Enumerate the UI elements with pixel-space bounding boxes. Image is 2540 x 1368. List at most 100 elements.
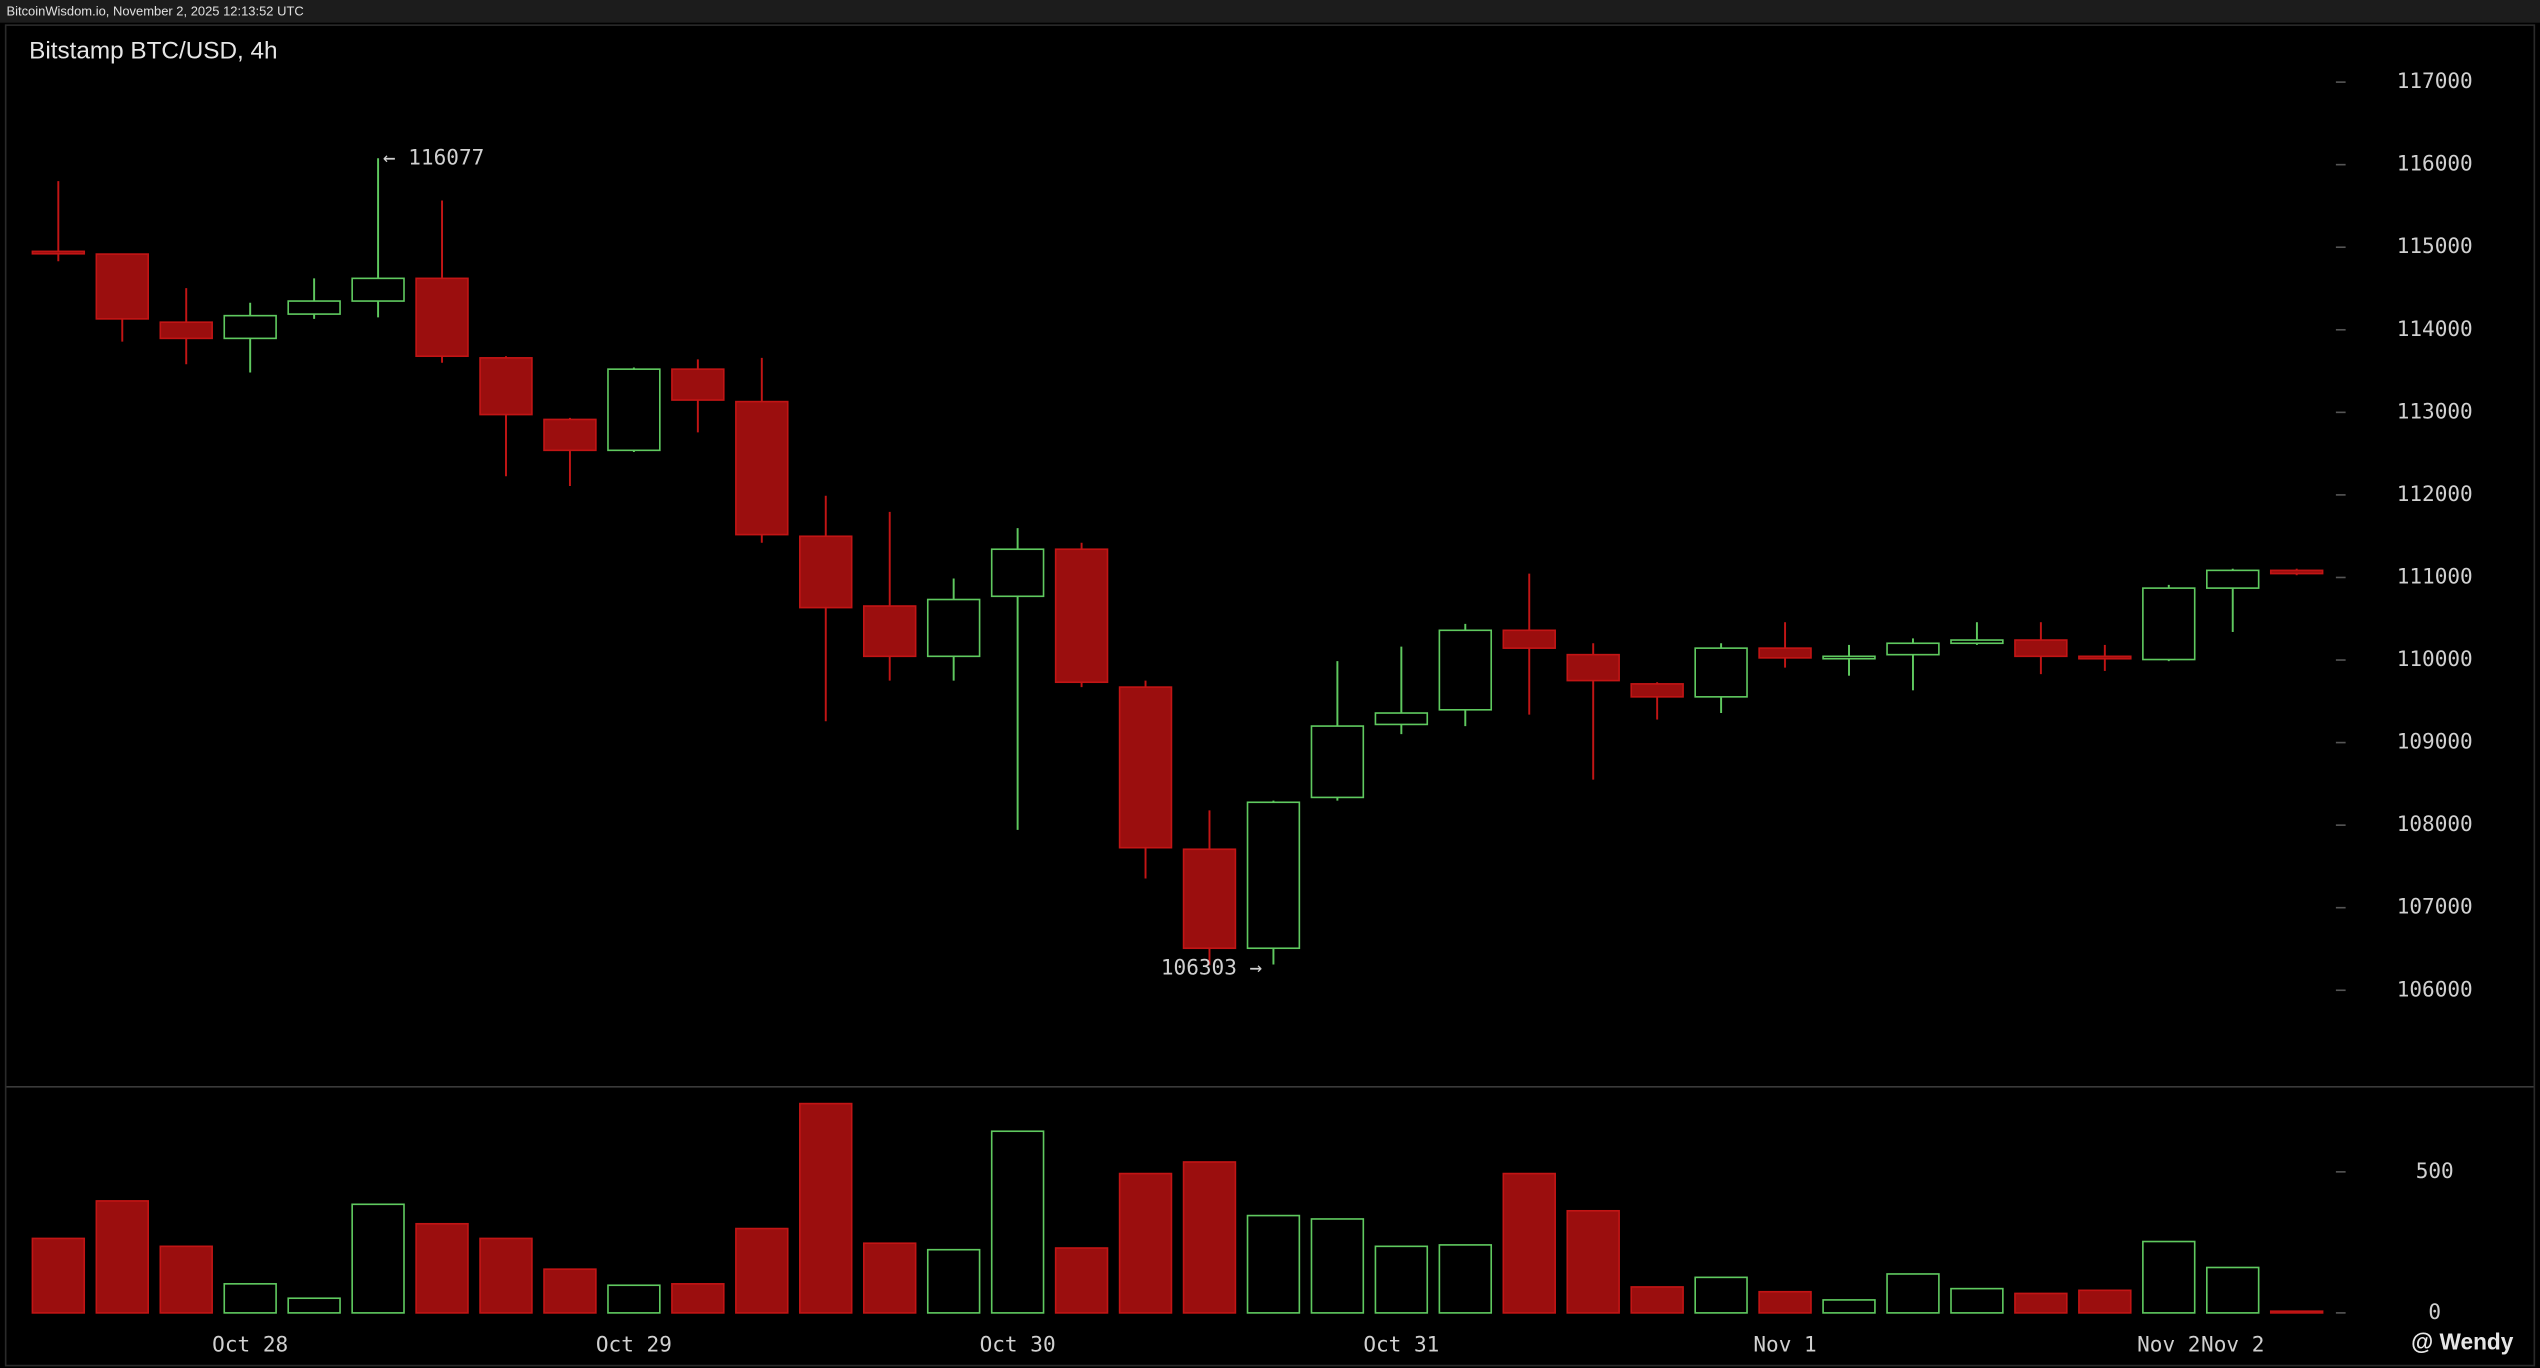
candle-body [543, 418, 597, 452]
candle-body [1630, 683, 1684, 698]
volume-bar [607, 1284, 661, 1314]
volume-bar [862, 1242, 917, 1314]
volume-bar [1182, 1161, 1237, 1314]
volume-bar [1758, 1290, 1812, 1314]
x-tick-label: Oct 29 [596, 1331, 672, 1356]
watermark: @ Wendy [2411, 1329, 2514, 1355]
volume-bar [1566, 1209, 1620, 1314]
x-tick-label: Oct 28 [212, 1331, 288, 1356]
candle-body [1246, 801, 1301, 950]
candle-body [1566, 653, 1620, 682]
y-tick-label: 112000 [2397, 481, 2473, 506]
candle-body [2269, 569, 2324, 575]
volume-bar [1886, 1273, 1940, 1314]
candle-body [990, 548, 1045, 598]
candle-body [2142, 587, 2196, 661]
y-tick-label: 115000 [2397, 233, 2473, 258]
candle-body [95, 253, 149, 320]
x-tick-label: Oct 30 [980, 1331, 1056, 1356]
x-tick-label: Nov 1 [1753, 1331, 1816, 1356]
candle-body [1182, 848, 1237, 950]
candle-body [415, 277, 469, 358]
volume-bar [1118, 1172, 1173, 1314]
x-tick-label: Oct 31 [1363, 1331, 1439, 1356]
y-tick-label: 114000 [2397, 316, 2473, 341]
y-tick-label: 113000 [2397, 398, 2473, 423]
chart-title: Bitstamp BTC/USD, 4h [29, 37, 277, 64]
candle-body [351, 277, 405, 302]
volume-bar [31, 1237, 86, 1314]
candle-body [2206, 569, 2260, 589]
volume-bar [95, 1200, 149, 1314]
y-tick-label: 108000 [2397, 811, 2473, 836]
volume-bar [223, 1283, 277, 1314]
volume-bar [799, 1102, 853, 1314]
candle-body [159, 321, 213, 340]
volume-bar [1374, 1245, 1429, 1314]
y-tick-label: 116000 [2397, 151, 2473, 176]
annotation: ← 116077 [383, 144, 484, 169]
volume-bar [1246, 1214, 1301, 1314]
candle-body [2078, 655, 2132, 660]
volume-bar [543, 1268, 597, 1314]
candle-body [1118, 686, 1173, 849]
candle-body [1374, 712, 1429, 726]
y-tick-label: 107000 [2397, 894, 2473, 919]
candle-body [479, 357, 533, 416]
x-tick-label: Nov 2 [2201, 1331, 2264, 1356]
candle-body [1310, 725, 1365, 799]
volume-bar [2206, 1266, 2260, 1314]
candle-body [1502, 629, 1556, 649]
volume-bar [990, 1130, 1045, 1314]
volume-bar [351, 1203, 405, 1314]
candle-body [287, 300, 341, 315]
volume-bar [1438, 1244, 1493, 1314]
volume-bar [1310, 1218, 1365, 1314]
annotation: 106303 → [1161, 954, 1262, 979]
y-tick-label: 106000 [2397, 976, 2473, 1001]
volume-bar [479, 1237, 533, 1314]
volume-bar [2014, 1292, 2068, 1314]
volume-bar [1502, 1172, 1556, 1314]
header-text: BitcoinWisdom.io, November 2, 2025 12:13… [6, 4, 303, 19]
header-bar [0, 0, 2540, 23]
y-tick-label: 117000 [2397, 68, 2473, 93]
y-tick-label: 111000 [2397, 563, 2473, 588]
volume-bar [1950, 1287, 2004, 1314]
candle-body [607, 368, 661, 452]
candle-body [1822, 655, 1876, 660]
volume-tick-label: 500 [2416, 1158, 2454, 1183]
volume-bar [671, 1283, 725, 1314]
volume-bar [735, 1227, 789, 1314]
volume-bar [2142, 1240, 2196, 1314]
candle-body [926, 598, 981, 658]
candle-body [735, 400, 789, 536]
panel-border [4, 24, 2536, 1367]
candle-body [799, 535, 853, 609]
y-tick-label: 109000 [2397, 729, 2473, 754]
candle-body [1438, 629, 1493, 711]
x-tick-label: Nov 2 [2137, 1331, 2200, 1356]
candle-body [2014, 639, 2068, 658]
volume-bar [1694, 1276, 1748, 1314]
candle-body [1758, 647, 1812, 659]
volume-bar [1054, 1247, 1109, 1314]
candle-body [671, 368, 725, 401]
volume-bar [926, 1248, 981, 1314]
candle-body [1886, 642, 1940, 656]
volume-bar [2269, 1310, 2324, 1314]
volume-bar [415, 1222, 469, 1314]
volume-bar [2078, 1289, 2132, 1314]
candle-body [1054, 548, 1109, 684]
candle-body [862, 605, 917, 658]
volume-bar [159, 1245, 213, 1314]
candle-body [1694, 647, 1748, 698]
candle-body [31, 250, 86, 255]
volume-tick-label: 0 [2428, 1299, 2441, 1324]
volume-bar [287, 1297, 341, 1314]
volume-bar [1630, 1286, 1684, 1314]
candle-body [223, 314, 277, 340]
